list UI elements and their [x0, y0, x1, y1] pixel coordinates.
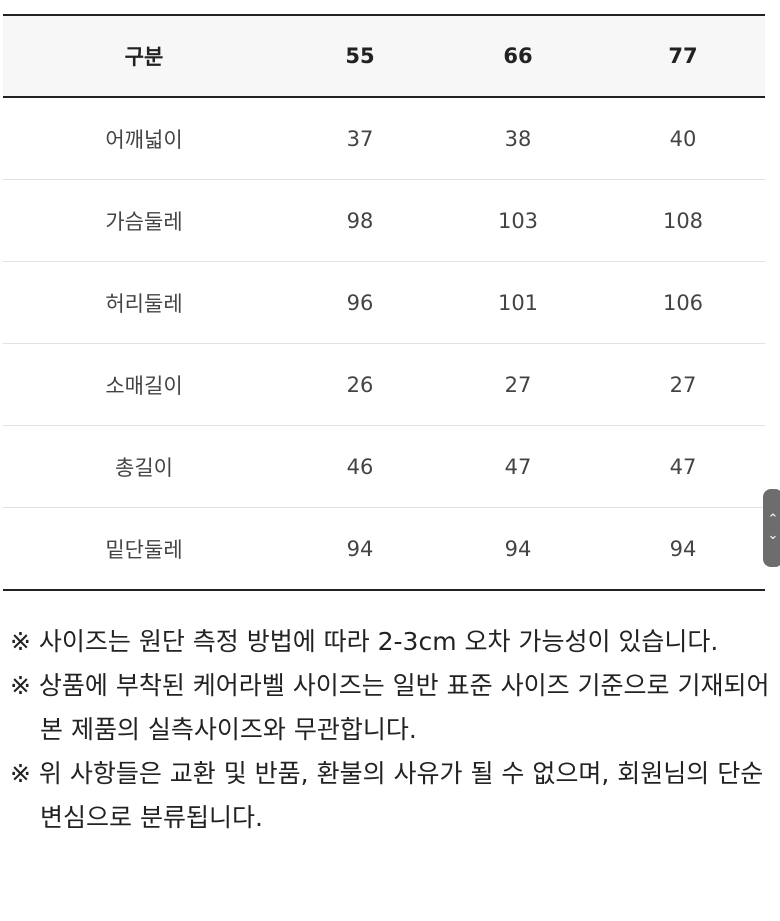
size-value: 38: [435, 97, 601, 180]
size-value: 40: [601, 97, 765, 180]
header-size-77: 77: [668, 44, 698, 68]
table-row: 가슴둘레 98 103 108: [3, 179, 765, 262]
row-label: 가슴둘레: [3, 179, 285, 262]
chevron-up-icon[interactable]: ⌃: [767, 512, 779, 527]
table-header-row: 구분 55 66 77: [3, 15, 765, 97]
header-size-55: 55: [345, 44, 375, 68]
table-row: 소매길이 26 27 27: [3, 343, 765, 426]
size-value: 47: [435, 425, 601, 508]
header-size-66: 66: [503, 44, 533, 68]
size-value: 98: [285, 179, 435, 262]
note-item: ※ 위 사항들은 교환 및 반품, 환불의 사유가 될 수 없으며, 회원님의 …: [10, 759, 764, 832]
table-row: 어깨넓이 37 38 40: [3, 97, 765, 180]
size-table: 구분 55 66 77 어깨넓이 37 38 40 가슴둘레 98 103 108 허리둘레 96…: [3, 14, 765, 591]
row-label: 총길이: [3, 425, 285, 508]
chevron-down-icon[interactable]: ⌄: [767, 528, 779, 543]
size-notes: ※ 사이즈는 원단 측정 방법에 따라 2-3cm 오차 가능성이 있습니다. …: [10, 620, 770, 840]
size-value: 37: [285, 97, 435, 180]
size-value: 103: [435, 179, 601, 262]
table-row: 총길이 46 47 47: [3, 425, 765, 508]
size-value: 94: [435, 507, 601, 591]
row-label: 밑단둘레: [3, 507, 285, 591]
row-label: 허리둘레: [3, 261, 285, 344]
size-value: 96: [285, 261, 435, 344]
table-row: 밑단둘레 94 94 94: [3, 507, 765, 591]
size-value: 26: [285, 343, 435, 426]
row-label: 소매길이: [3, 343, 285, 426]
scroll-handle[interactable]: ⌃ ⌄: [763, 489, 780, 567]
size-value: 27: [435, 343, 601, 426]
size-value: 106: [601, 261, 765, 344]
table-row: 허리둘레 96 101 106: [3, 261, 765, 344]
size-value: 94: [601, 507, 765, 591]
size-value: 27: [601, 343, 765, 426]
header-category: 구분: [124, 45, 164, 69]
note-item: ※ 상품에 부착된 케어라벨 사이즈는 일반 표준 사이즈 기준으로 기재되어 …: [10, 671, 770, 744]
size-value: 108: [601, 179, 765, 262]
note-item: ※ 사이즈는 원단 측정 방법에 따라 2-3cm 오차 가능성이 있습니다.: [10, 627, 719, 656]
row-label: 어깨넓이: [3, 97, 285, 180]
size-value: 46: [285, 425, 435, 508]
size-value: 47: [601, 425, 765, 508]
size-value: 101: [435, 261, 601, 344]
size-value: 94: [285, 507, 435, 591]
